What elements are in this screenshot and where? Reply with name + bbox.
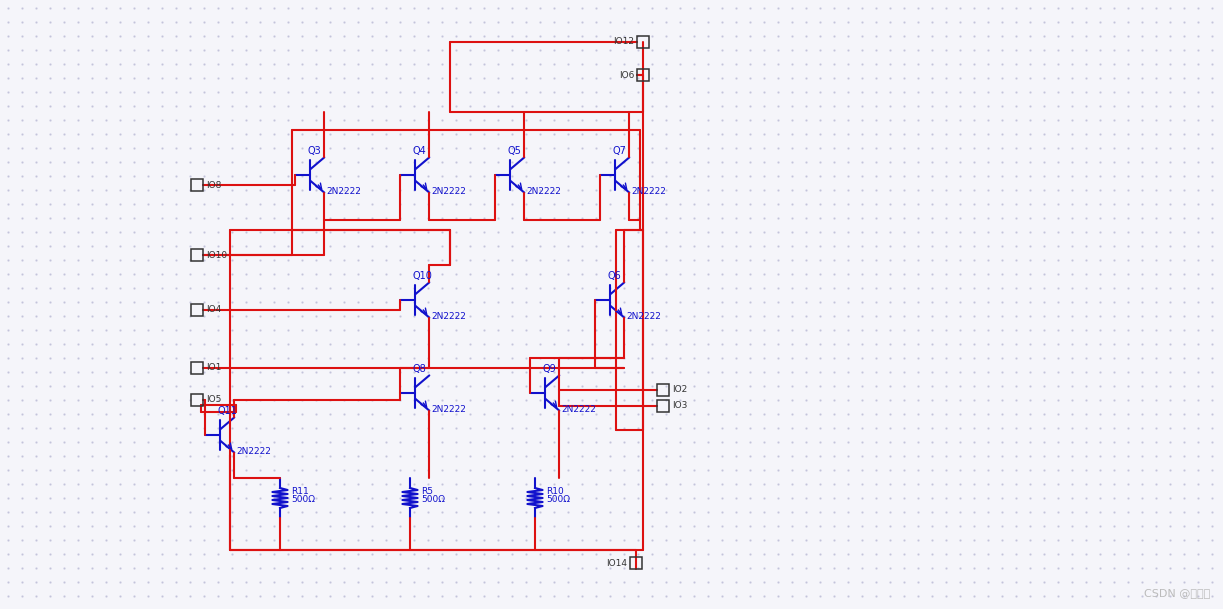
Text: 500Ω: 500Ω (421, 496, 445, 504)
Text: 2N2222: 2N2222 (432, 187, 466, 196)
Text: R10: R10 (545, 487, 564, 496)
Text: IO4: IO4 (205, 306, 221, 314)
Text: Q7: Q7 (613, 146, 626, 157)
Bar (630, 557, 642, 569)
Text: 2N2222: 2N2222 (236, 447, 272, 456)
Text: 2N2222: 2N2222 (561, 405, 596, 414)
Text: Q4: Q4 (413, 146, 427, 157)
Text: IO3: IO3 (671, 401, 687, 410)
Text: IO14: IO14 (607, 558, 627, 568)
Text: 500Ω: 500Ω (291, 496, 316, 504)
Text: IO1: IO1 (205, 364, 221, 373)
Bar (191, 179, 203, 191)
Text: R11: R11 (291, 487, 308, 496)
Bar (191, 249, 203, 261)
Text: Q6: Q6 (608, 271, 621, 281)
Text: 2N2222: 2N2222 (432, 405, 466, 414)
Bar (191, 362, 203, 374)
Text: Q9: Q9 (543, 364, 556, 375)
Text: Q10: Q10 (413, 271, 433, 281)
Text: 500Ω: 500Ω (545, 496, 570, 504)
Text: IO12: IO12 (613, 38, 634, 46)
Text: Q11: Q11 (218, 406, 237, 417)
Text: 2N2222: 2N2222 (626, 312, 662, 321)
Text: IO8: IO8 (205, 180, 221, 189)
Bar (637, 69, 649, 81)
Text: R5: R5 (421, 487, 433, 496)
Bar (637, 36, 649, 48)
Bar (657, 384, 669, 396)
Text: 2N2222: 2N2222 (526, 187, 561, 196)
Text: IO2: IO2 (671, 385, 687, 395)
Text: IO5: IO5 (205, 395, 221, 404)
Bar (657, 400, 669, 412)
Text: 2N2222: 2N2222 (631, 187, 667, 196)
Text: Q5: Q5 (508, 146, 522, 157)
Text: CSDN @阿嗸德: CSDN @阿嗸德 (1144, 588, 1210, 598)
Bar (191, 394, 203, 406)
Text: Q8: Q8 (413, 364, 427, 375)
Text: 2N2222: 2N2222 (327, 187, 361, 196)
Text: 2N2222: 2N2222 (432, 312, 466, 321)
Bar (191, 304, 203, 316)
Text: IO10: IO10 (205, 250, 227, 259)
Text: Q3: Q3 (308, 146, 322, 157)
Text: IO6: IO6 (619, 71, 634, 80)
